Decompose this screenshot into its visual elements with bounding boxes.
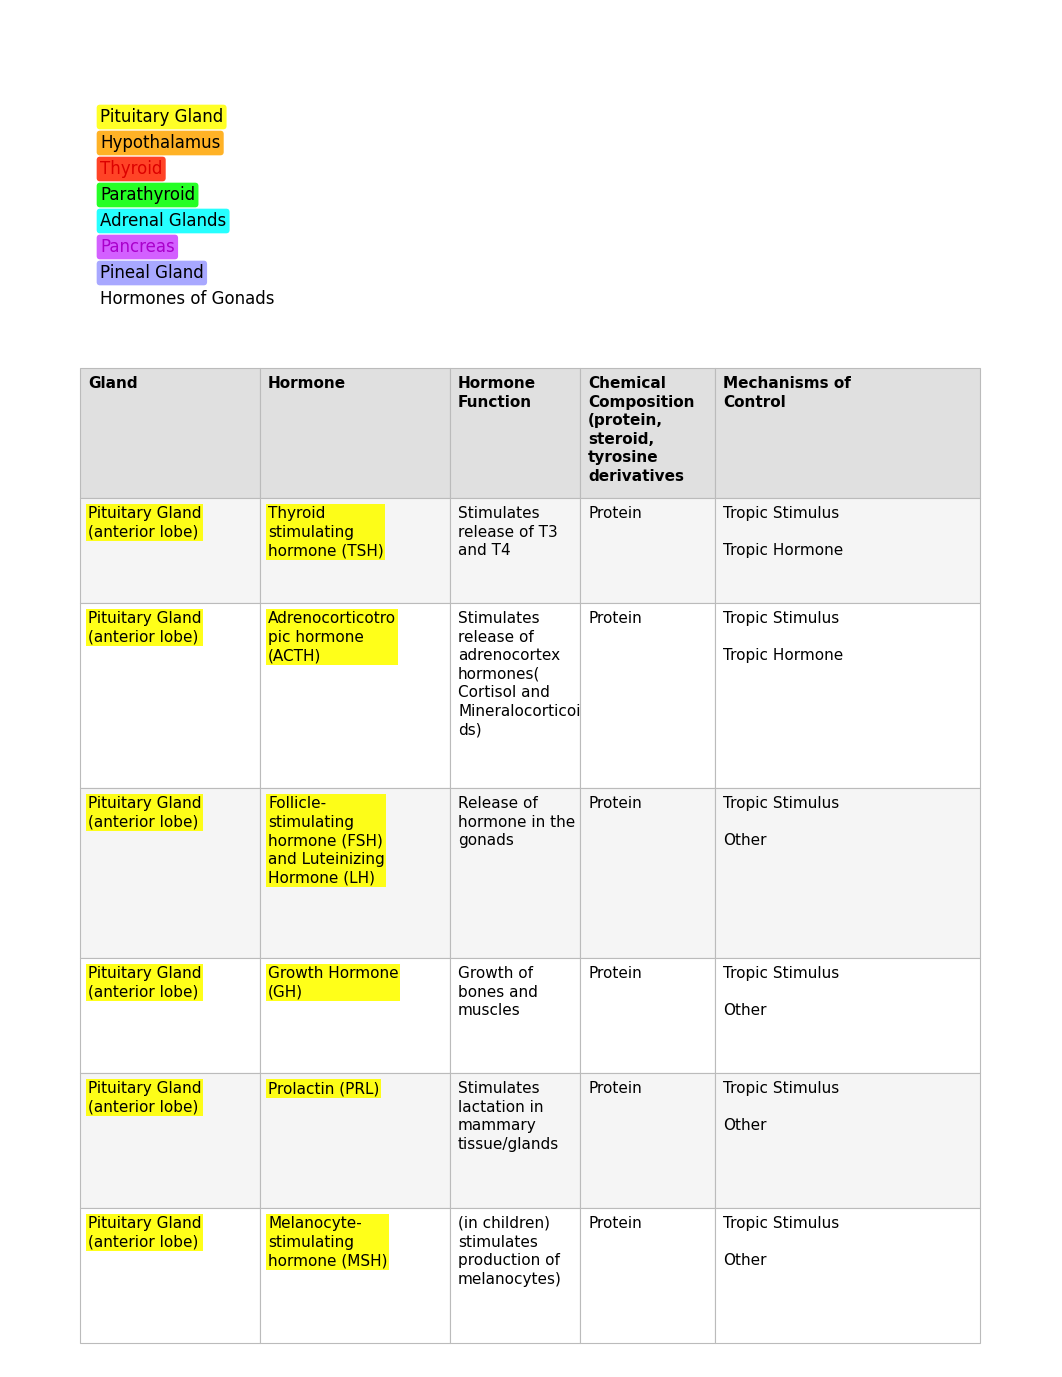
Text: Thyroid: Thyroid [100, 160, 162, 178]
Bar [580, 958, 715, 1073]
Bar [715, 1208, 980, 1343]
Bar [715, 958, 980, 1073]
Bar [260, 1073, 450, 1208]
Text: Follicle-
stimulating
hormone (FSH)
and Luteinizing
Hormone (LH): Follicle- stimulating hormone (FSH) and … [268, 796, 384, 885]
Bar [260, 958, 450, 1073]
Text: Stimulates
release of
adrenocortex
hormones(
Cortisol and
Mineralocorticoi
ds): Stimulates release of adrenocortex hormo… [458, 611, 581, 738]
Bar [260, 498, 450, 603]
Text: Tropic Stimulus

Other: Tropic Stimulus Other [723, 796, 839, 848]
Text: Tropic Stimulus

Tropic Hormone: Tropic Stimulus Tropic Hormone [723, 505, 843, 558]
Bar [80, 368, 260, 498]
Bar [580, 1073, 715, 1208]
Text: Hormone
Function: Hormone Function [458, 376, 536, 409]
Text: Growth of
bones and
muscles: Growth of bones and muscles [458, 967, 537, 1018]
Text: Pineal Gland: Pineal Gland [100, 264, 204, 282]
Bar [580, 498, 715, 603]
Bar [450, 958, 580, 1073]
Text: Gland: Gland [88, 376, 138, 391]
Text: (in children)
stimulates
production of
melanocytes): (in children) stimulates production of m… [458, 1216, 562, 1286]
Text: Prolactin (PRL): Prolactin (PRL) [268, 1081, 379, 1096]
Bar [715, 788, 980, 958]
Bar [450, 368, 580, 498]
Bar [580, 1208, 715, 1343]
Bar [260, 603, 450, 788]
Bar [450, 603, 580, 788]
Text: Tropic Stimulus

Tropic Hormone: Tropic Stimulus Tropic Hormone [723, 611, 843, 664]
Bar [80, 788, 260, 958]
Text: Pituitary Gland
(anterior lobe): Pituitary Gland (anterior lobe) [88, 1081, 202, 1114]
Bar [450, 1208, 580, 1343]
Bar [260, 788, 450, 958]
Text: Pituitary Gland
(anterior lobe): Pituitary Gland (anterior lobe) [88, 611, 202, 644]
Bar [450, 1073, 580, 1208]
Text: Hormones of Gonads: Hormones of Gonads [100, 291, 274, 308]
Text: Parathyroid: Parathyroid [100, 186, 195, 204]
Text: Hormone: Hormone [268, 376, 346, 391]
Text: Pituitary Gland
(anterior lobe): Pituitary Gland (anterior lobe) [88, 967, 202, 1000]
Text: Thyroid
stimulating
hormone (TSH): Thyroid stimulating hormone (TSH) [268, 505, 383, 558]
Text: Protein: Protein [588, 1216, 641, 1231]
Text: Pituitary Gland
(anterior lobe): Pituitary Gland (anterior lobe) [88, 796, 202, 829]
Text: Protein: Protein [588, 611, 641, 627]
Bar [715, 1073, 980, 1208]
Bar [580, 368, 715, 498]
Text: Melanocyte-
stimulating
hormone (MSH): Melanocyte- stimulating hormone (MSH) [268, 1216, 388, 1268]
Bar [80, 603, 260, 788]
Bar [450, 788, 580, 958]
Bar [715, 603, 980, 788]
Bar [260, 368, 450, 498]
Bar [580, 603, 715, 788]
Text: Mechanisms of
Control: Mechanisms of Control [723, 376, 851, 409]
Bar [715, 368, 980, 498]
Text: Hypothalamus: Hypothalamus [100, 134, 221, 151]
Text: Tropic Stimulus

Other: Tropic Stimulus Other [723, 1216, 839, 1268]
Text: Release of
hormone in the
gonads: Release of hormone in the gonads [458, 796, 576, 848]
Bar [80, 1073, 260, 1208]
Text: Tropic Stimulus

Other: Tropic Stimulus Other [723, 1081, 839, 1133]
Text: Chemical
Composition
(protein,
steroid,
tyrosine
derivatives: Chemical Composition (protein, steroid, … [588, 376, 695, 483]
Text: Stimulates
lactation in
mammary
tissue/glands: Stimulates lactation in mammary tissue/g… [458, 1081, 560, 1151]
Bar [580, 788, 715, 958]
Text: Pituitary Gland
(anterior lobe): Pituitary Gland (anterior lobe) [88, 505, 202, 540]
Text: Protein: Protein [588, 505, 641, 521]
Bar [80, 1208, 260, 1343]
Bar [80, 958, 260, 1073]
Text: Adrenal Glands: Adrenal Glands [100, 212, 226, 230]
Text: Adrenocorticotro
pic hormone
(ACTH): Adrenocorticotro pic hormone (ACTH) [268, 611, 396, 664]
Text: Protein: Protein [588, 1081, 641, 1096]
Text: Protein: Protein [588, 967, 641, 980]
Text: Protein: Protein [588, 796, 641, 811]
Bar [260, 1208, 450, 1343]
Text: Stimulates
release of T3
and T4: Stimulates release of T3 and T4 [458, 505, 558, 558]
Text: Growth Hormone
(GH): Growth Hormone (GH) [268, 967, 398, 1000]
Text: Pancreas: Pancreas [100, 238, 175, 256]
Text: Tropic Stimulus

Other: Tropic Stimulus Other [723, 967, 839, 1018]
Bar [715, 498, 980, 603]
Bar [450, 498, 580, 603]
Text: Pituitary Gland
(anterior lobe): Pituitary Gland (anterior lobe) [88, 1216, 202, 1249]
Bar [80, 498, 260, 603]
Text: Pituitary Gland: Pituitary Gland [100, 107, 223, 127]
